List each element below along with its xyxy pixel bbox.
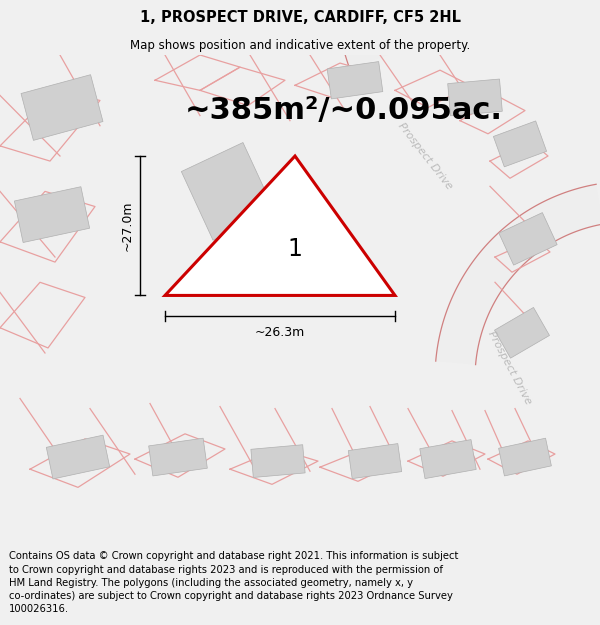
Polygon shape — [327, 62, 383, 99]
Text: Prospect Drive: Prospect Drive — [396, 121, 454, 191]
Polygon shape — [499, 213, 557, 265]
Polygon shape — [448, 79, 502, 116]
Text: Contains OS data © Crown copyright and database right 2021. This information is : Contains OS data © Crown copyright and d… — [9, 551, 458, 614]
Text: ~26.3m: ~26.3m — [255, 326, 305, 339]
Polygon shape — [14, 187, 89, 242]
Polygon shape — [493, 121, 547, 167]
Polygon shape — [436, 184, 600, 364]
Text: Prospect Drive: Prospect Drive — [487, 330, 533, 407]
Polygon shape — [251, 445, 305, 478]
Polygon shape — [499, 438, 551, 476]
Text: Map shows position and indicative extent of the property.: Map shows position and indicative extent… — [130, 39, 470, 51]
Polygon shape — [165, 156, 395, 296]
Text: ~27.0m: ~27.0m — [121, 201, 134, 251]
Polygon shape — [348, 444, 402, 479]
Polygon shape — [181, 142, 275, 240]
Text: ~385m²/~0.095ac.: ~385m²/~0.095ac. — [185, 96, 503, 125]
Polygon shape — [335, 0, 512, 69]
Polygon shape — [494, 308, 550, 358]
Polygon shape — [420, 439, 476, 479]
Text: 1, PROSPECT DRIVE, CARDIFF, CF5 2HL: 1, PROSPECT DRIVE, CARDIFF, CF5 2HL — [139, 10, 461, 25]
Text: 1: 1 — [287, 237, 302, 261]
Polygon shape — [46, 435, 110, 479]
Polygon shape — [21, 75, 103, 141]
Polygon shape — [149, 438, 208, 476]
